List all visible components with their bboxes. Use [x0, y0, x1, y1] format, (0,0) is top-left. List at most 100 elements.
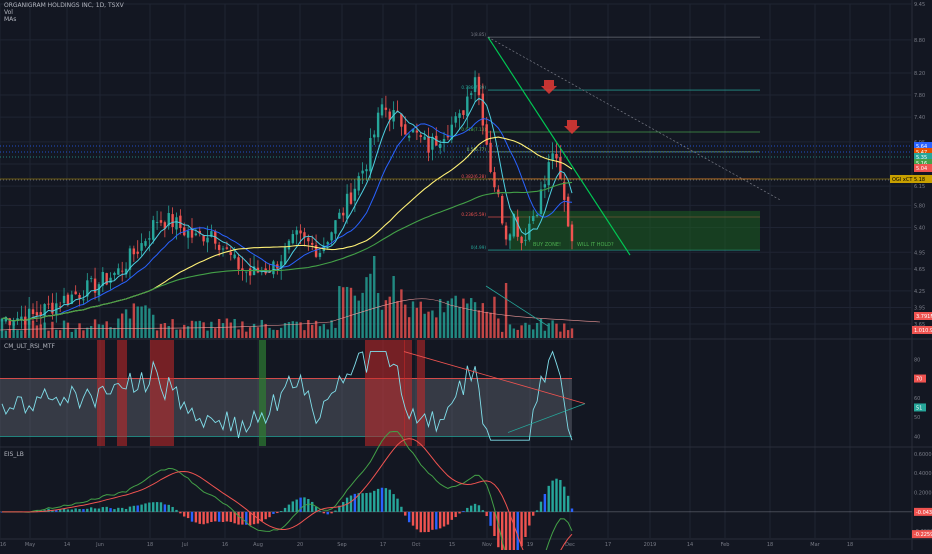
volume-bar: [70, 331, 73, 338]
time-tick-label: Mar: [810, 542, 820, 548]
price-badge-bg: [914, 164, 932, 172]
volume-bar: [508, 324, 512, 338]
eis-pane-title[interactable]: EIS_LB: [4, 451, 24, 458]
candle-body: [400, 113, 403, 127]
volume-bar: [190, 320, 194, 338]
candle-body: [338, 212, 341, 219]
candle-body: [404, 124, 407, 135]
eis-hist-bar: [264, 511, 267, 520]
volume-bar: [435, 317, 438, 338]
time-tick-label: 14: [687, 542, 693, 548]
red-down-arrow: [564, 120, 580, 134]
volume-bar: [155, 330, 159, 338]
candle-body: [132, 248, 136, 255]
volume-bar: [264, 324, 267, 338]
eis-slow-line: [2, 438, 573, 554]
eis-hist-bar: [462, 511, 465, 512]
eis-hist-bar: [563, 486, 566, 512]
volume-series: [0, 256, 574, 338]
eis-hist-bar: [252, 511, 256, 525]
candle-body: [186, 230, 190, 238]
eis-hist-bar: [97, 508, 101, 512]
volume-bar: [504, 283, 508, 338]
volume-badge-bg: [914, 312, 932, 320]
eis-hist-bar: [93, 508, 97, 512]
candle-body: [419, 135, 422, 137]
candle-body: [423, 136, 426, 140]
candle-body: [388, 111, 391, 120]
candle-body: [407, 135, 411, 138]
volume-bar: [62, 320, 66, 338]
eis-hist-bar: [299, 497, 302, 512]
volume-indicator-label[interactable]: Vol: [4, 9, 13, 16]
rsi-pane-title[interactable]: CM_ULT_RSI_MTF: [4, 343, 55, 350]
volume-bar: [477, 310, 481, 338]
volume-bar: [268, 327, 271, 338]
symbol-title[interactable]: ORGANIGRAM HOLDINGS INC, 1D, TSXV: [4, 2, 124, 9]
price-badge-bg: [914, 159, 932, 167]
candle-body: [458, 113, 461, 118]
candle-body: [357, 176, 360, 191]
volume-bar: [194, 321, 198, 338]
time-tick-label: 18: [147, 542, 153, 548]
eis-hist-bar: [349, 495, 353, 512]
eis-hist-bar: [407, 511, 411, 523]
candle-body: [411, 128, 415, 133]
eis-hist-bar: [524, 511, 527, 537]
eis-hist-bar: [217, 511, 221, 522]
candle-body: [539, 189, 543, 214]
volume-bar: [338, 286, 341, 338]
candle-body: [551, 153, 554, 161]
volume-bar: [202, 322, 205, 338]
eis-hist-bar: [55, 509, 58, 512]
volume-bar: [442, 312, 446, 338]
volume-bar: [535, 322, 539, 338]
time-tick-label: May: [25, 542, 35, 548]
volume-bar: [450, 298, 453, 338]
rsi-badge-current: 51: [916, 405, 922, 411]
eis-hist-bar: [547, 485, 550, 512]
eis-hist-bar: [489, 511, 492, 526]
volume-bar: [326, 329, 329, 338]
ma-fast-line: [1, 97, 573, 322]
eis-hist-bar: [493, 511, 496, 536]
volume-bar: [248, 327, 252, 338]
eis-hist-bar: [404, 511, 407, 516]
buy-zone-box: [510, 210, 760, 251]
eis-hist-bar: [431, 511, 434, 530]
rsi-badge-70: 70: [916, 377, 922, 383]
eis-hist-bar: [245, 511, 248, 525]
candle-body: [217, 244, 221, 250]
volume-bar: [454, 295, 457, 338]
volume-bar: [167, 325, 170, 338]
candle-body: [473, 77, 477, 92]
eis-hist-bar: [369, 492, 372, 512]
candle-body: [477, 76, 481, 96]
volume-bar: [252, 323, 256, 338]
eis-hist-bar: [388, 489, 391, 512]
rsi-down-trendline: [403, 351, 586, 404]
grid-lines: [0, 4, 891, 538]
eis-hist-bar: [214, 511, 217, 522]
volume-bar: [272, 329, 275, 338]
candle-body: [543, 184, 547, 188]
eis-hist-bar: [423, 511, 426, 533]
volume-bar: [256, 327, 260, 338]
candle-body: [206, 237, 209, 243]
eis-hist-bar: [109, 508, 112, 512]
eis-hist-bar: [148, 502, 151, 512]
candle-body: [307, 237, 310, 242]
volume-bar: [245, 331, 248, 338]
volume-bar: [419, 301, 422, 338]
candle-body: [16, 318, 19, 320]
candle-body: [248, 268, 252, 276]
eis-hist-bar: [128, 506, 132, 512]
moving-averages-label[interactable]: MAs: [4, 16, 17, 23]
eis-tick-label: 0.2000: [914, 491, 932, 497]
eis-hist-bar: [314, 506, 318, 512]
time-tick-label: 20: [297, 542, 303, 548]
time-tick-label: Sep: [337, 542, 346, 548]
eis-hist-bar: [450, 511, 453, 520]
price-tick-label: 4.95: [914, 250, 925, 256]
